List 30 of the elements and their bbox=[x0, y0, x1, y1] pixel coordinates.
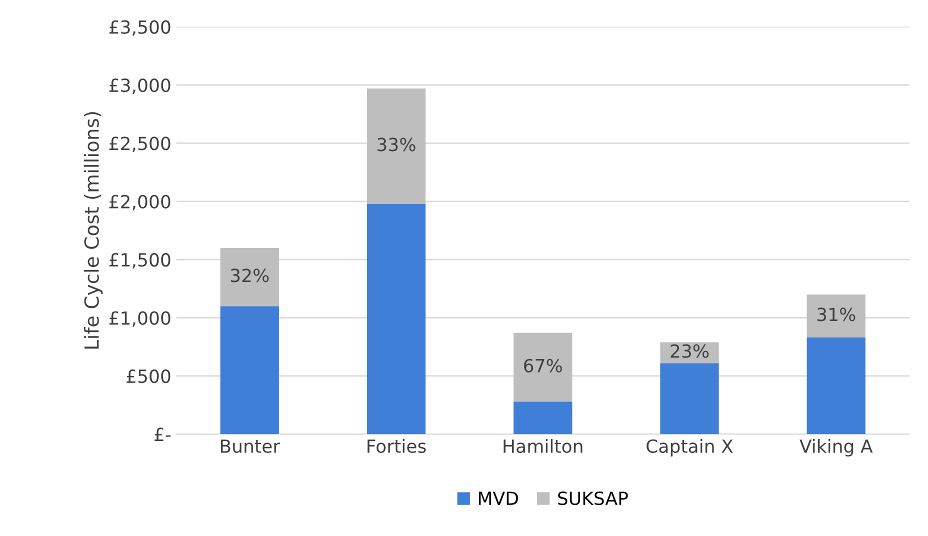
y-tick-label: £2,000 bbox=[109, 194, 170, 210]
annotation: 23% bbox=[670, 344, 709, 358]
bar bbox=[660, 363, 719, 434]
legend-label: MVD bbox=[478, 492, 518, 505]
annotation: 33% bbox=[378, 138, 416, 152]
y-tick-label: £2,500 bbox=[109, 136, 170, 152]
y-tick-label: £1,000 bbox=[109, 311, 170, 327]
bar bbox=[806, 294, 866, 338]
bar bbox=[366, 204, 426, 434]
x-tick-label: Viking A bbox=[800, 439, 873, 456]
bar bbox=[514, 402, 572, 434]
legend-label: SUKSAP bbox=[558, 491, 628, 506]
bar bbox=[514, 332, 572, 402]
y-axis-title: Life Cycle Cost (millions) bbox=[84, 112, 103, 349]
annotation: 32% bbox=[230, 268, 269, 282]
y-tick-label: £- bbox=[154, 428, 171, 442]
bar bbox=[220, 248, 279, 306]
annotation: 67% bbox=[524, 358, 562, 372]
y-tick-label: £500 bbox=[126, 369, 170, 384]
x-tick-label: Hamilton bbox=[504, 439, 582, 453]
bar bbox=[220, 306, 279, 434]
y-tick-label: £1,500 bbox=[109, 253, 170, 269]
y-tick-label: £3,000 bbox=[109, 78, 170, 94]
y-tick-label: £3,500 bbox=[109, 20, 170, 36]
x-tick-label: Forties bbox=[368, 439, 426, 453]
bar bbox=[806, 338, 866, 434]
x-tick-label: Captain X bbox=[646, 439, 733, 456]
x-tick-label: Bunter bbox=[220, 440, 280, 453]
bar bbox=[366, 88, 426, 204]
annotation: 31% bbox=[817, 308, 856, 322]
